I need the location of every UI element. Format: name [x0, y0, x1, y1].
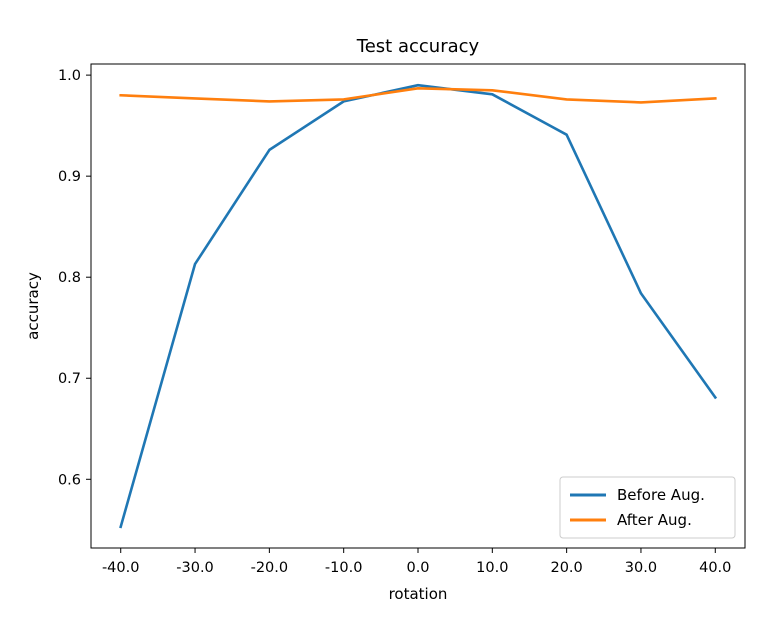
y-axis-label: accuracy: [24, 272, 42, 340]
x-axis-label: rotation: [389, 585, 448, 603]
y-tick-label: 0.9: [58, 169, 81, 185]
x-tick-label: 30.0: [625, 560, 657, 576]
series-line-before-aug: [119, 83, 718, 529]
y-tick-label: 0.6: [58, 472, 81, 488]
x-tick-label: 20.0: [550, 560, 582, 576]
y-tick-label: 0.7: [58, 371, 81, 387]
y-tick-label: 0.8: [58, 270, 81, 286]
y-tick-label: 1.0: [58, 68, 81, 84]
legend-label-after-aug: After Aug.: [617, 511, 692, 529]
x-axis: -40.0 -30.0 -20.0 -10.0 0.0 10.0 20.0 30.0 40.0: [102, 548, 731, 576]
y-axis: 0.6 0.7 0.8 0.9 1.0: [58, 68, 91, 488]
series-layer: [119, 83, 718, 529]
legend-label-before-aug: Before Aug.: [617, 486, 705, 504]
legend: Before Aug. After Aug.: [559, 476, 736, 539]
chart-title: Test accuracy: [356, 36, 480, 57]
x-tick-label: -20.0: [251, 560, 289, 576]
x-tick-label: -30.0: [176, 560, 214, 576]
x-tick-label: -10.0: [325, 560, 363, 576]
x-tick-label: 40.0: [699, 560, 731, 576]
legend-box: [559, 476, 736, 539]
x-tick-label: 10.0: [476, 560, 508, 576]
x-tick-label: -40.0: [102, 560, 140, 576]
series-line-after-aug: [119, 87, 717, 104]
x-tick-label: 0.0: [406, 560, 429, 576]
